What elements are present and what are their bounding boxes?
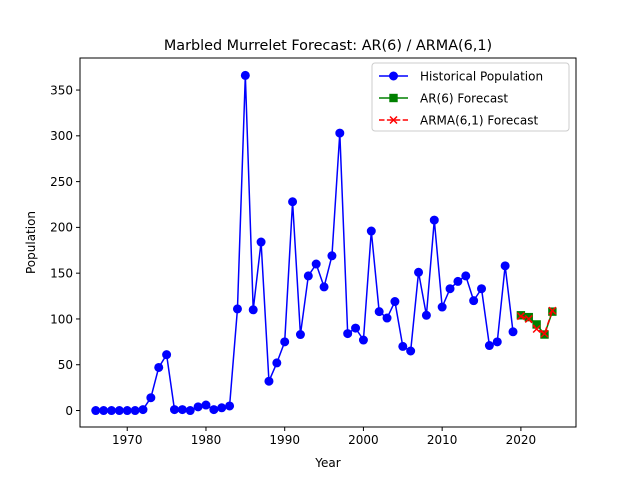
data-point-arma61 bbox=[524, 314, 533, 323]
data-point-historical bbox=[319, 282, 329, 292]
y-tick-label: 350 bbox=[50, 83, 73, 97]
data-point-historical bbox=[351, 323, 361, 333]
data-point-historical bbox=[122, 406, 132, 416]
y-tick-label: 150 bbox=[50, 266, 73, 280]
data-point-historical bbox=[232, 304, 242, 314]
x-axis: 1970 1980 1990 2000 2010 2020 bbox=[112, 427, 536, 447]
legend-label: ARMA(6,1) Forecast bbox=[420, 113, 538, 127]
y-tick-label: 100 bbox=[50, 312, 73, 326]
data-point-historical bbox=[177, 405, 187, 415]
data-point-arma61 bbox=[540, 329, 549, 338]
chart-title: Marbled Murrelet Forecast: AR(6) / ARMA(… bbox=[164, 38, 492, 54]
data-point-historical bbox=[311, 259, 321, 269]
data-point-arma61 bbox=[532, 324, 541, 334]
data-point-historical bbox=[99, 406, 109, 416]
data-point-historical bbox=[169, 405, 179, 415]
data-point-historical bbox=[240, 70, 250, 80]
y-tick-label: 200 bbox=[50, 221, 73, 235]
data-point-historical bbox=[303, 271, 313, 281]
series-arma61 bbox=[516, 306, 557, 338]
y-tick-label: 50 bbox=[58, 358, 73, 372]
data-point-arma61 bbox=[516, 312, 525, 321]
data-point-historical bbox=[146, 393, 156, 403]
data-point-historical bbox=[248, 305, 258, 315]
data-point-historical bbox=[327, 251, 337, 261]
data-point-historical bbox=[508, 327, 518, 337]
data-point-historical bbox=[130, 406, 140, 416]
axes-frame bbox=[79, 57, 577, 428]
data-point-historical bbox=[185, 406, 195, 416]
data-point-historical bbox=[477, 284, 487, 294]
data-point-historical bbox=[390, 297, 400, 307]
legend-item: Historical Population bbox=[379, 69, 543, 83]
x-tick-label: 1970 bbox=[112, 433, 143, 447]
x-tick-label: 1990 bbox=[269, 433, 300, 447]
legend-item: ARMA(6,1) Forecast bbox=[379, 113, 538, 127]
data-point-historical bbox=[91, 406, 101, 416]
data-point-historical bbox=[154, 362, 164, 372]
y-tick-label: 300 bbox=[50, 129, 73, 143]
plot-area bbox=[91, 70, 557, 416]
data-point-historical bbox=[272, 358, 282, 368]
x-tick-label: 2020 bbox=[506, 433, 537, 447]
legend-marker bbox=[389, 93, 398, 103]
data-point-historical bbox=[358, 335, 368, 345]
data-point-historical bbox=[453, 276, 463, 286]
x-axis-label: Year bbox=[314, 456, 340, 470]
data-point-historical bbox=[335, 128, 345, 138]
legend-label: Historical Population bbox=[420, 69, 543, 83]
x-tick-label: 2010 bbox=[427, 433, 458, 447]
data-point-arma61 bbox=[548, 306, 557, 315]
y-tick-label: 250 bbox=[50, 175, 73, 189]
data-point-historical bbox=[162, 350, 172, 360]
data-point-historical bbox=[445, 284, 455, 294]
data-point-historical bbox=[366, 226, 376, 236]
data-point-historical bbox=[201, 400, 211, 410]
data-point-historical bbox=[343, 329, 353, 339]
data-point-historical bbox=[414, 267, 424, 277]
data-point-historical bbox=[256, 237, 266, 247]
data-point-historical bbox=[492, 337, 502, 347]
legend-marker bbox=[389, 71, 398, 81]
legend-marker bbox=[389, 115, 398, 125]
data-point-historical bbox=[209, 405, 219, 415]
y-tick-label: 0 bbox=[65, 404, 73, 418]
legend-label: AR(6) Forecast bbox=[420, 91, 508, 105]
data-point-historical bbox=[382, 313, 392, 323]
data-point-historical bbox=[461, 271, 471, 281]
data-point-historical bbox=[114, 406, 124, 416]
data-point-historical bbox=[429, 215, 439, 225]
data-point-historical bbox=[217, 403, 227, 413]
data-point-historical bbox=[421, 310, 431, 320]
legend-frame bbox=[371, 62, 570, 132]
data-point-historical bbox=[406, 346, 416, 356]
data-point-historical bbox=[106, 406, 116, 416]
data-point-historical bbox=[500, 261, 510, 271]
data-point-historical bbox=[295, 330, 305, 340]
x-tick-label: 2000 bbox=[348, 433, 379, 447]
y-axis: 0 50 100 150 200 250 300 350 bbox=[50, 83, 80, 418]
y-axis-label: Population bbox=[24, 211, 38, 274]
x-tick-label: 1980 bbox=[191, 433, 222, 447]
data-point-historical bbox=[398, 341, 408, 351]
data-point-historical bbox=[264, 376, 274, 386]
data-point-historical bbox=[193, 402, 203, 412]
series-historical bbox=[91, 70, 518, 416]
data-point-historical bbox=[484, 341, 494, 351]
data-point-historical bbox=[374, 307, 384, 317]
data-point-historical bbox=[225, 401, 235, 411]
data-point-historical bbox=[469, 296, 479, 306]
data-point-historical bbox=[437, 302, 447, 312]
data-point-historical bbox=[138, 405, 148, 415]
data-point-historical bbox=[288, 197, 298, 207]
data-point-historical bbox=[280, 337, 290, 347]
legend: Historical Population AR(6) Forecast ARMA(… bbox=[371, 62, 570, 132]
legend-item: AR(6) Forecast bbox=[379, 91, 508, 105]
